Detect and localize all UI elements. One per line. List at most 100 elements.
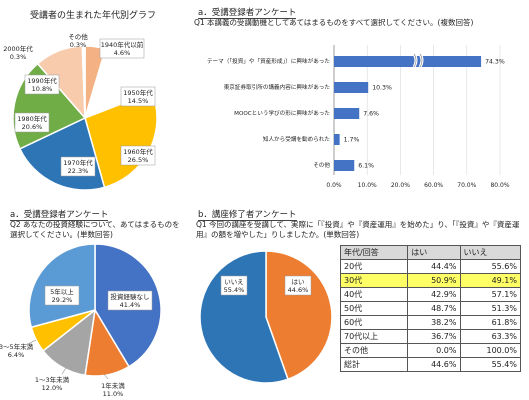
table-cell: 63.3%: [459, 329, 521, 344]
svg-text:44.6%: 44.6%: [288, 286, 309, 294]
pie-slice: [28, 243, 96, 329]
table-header-row: 年代/回答 はい いいえ: [339, 245, 521, 260]
svg-text:20.6%: 20.6%: [22, 123, 43, 131]
table-row: 20代 44.4% 55.6%: [339, 259, 521, 274]
svg-text:6.4%: 6.4%: [8, 351, 25, 359]
table-header-cell: いいえ: [459, 245, 521, 260]
svg-text:41.4%: 41.4%: [120, 301, 141, 309]
bar-tick-label: 80.0%: [490, 182, 509, 189]
table-row: 60代 38.2% 61.8%: [339, 315, 521, 330]
bar: [334, 160, 355, 171]
table-cell: 0.0%: [407, 343, 461, 358]
svg-text:投資経験なし: 投資経験なし: [111, 292, 150, 301]
pie2-title: a．受講登録者アンケート: [10, 210, 109, 221]
table-cell: 55.6%: [459, 259, 521, 274]
table-cell: 30代: [339, 273, 409, 288]
table-row: 30代 50.9% 49.1%: [339, 273, 521, 288]
table-cell: 70代以上: [339, 329, 409, 344]
svg-text:55.4%: 55.4%: [224, 286, 245, 294]
svg-text:いいえ: いいえ: [224, 278, 244, 286]
bar-value-label: 7.6%: [363, 111, 379, 118]
svg-text:10.8%: 10.8%: [32, 85, 53, 93]
table-cell: 48.7%: [407, 301, 461, 316]
svg-text:1970年代: 1970年代: [63, 158, 93, 167]
bar-category-label: 知人から受講を勧められた: [263, 135, 331, 143]
bar: [334, 82, 369, 93]
svg-text:3～5年未満: 3～5年未満: [0, 342, 34, 351]
pie1-title: 受講者の生まれた年代別グラフ: [30, 11, 157, 21]
bar-category-label: テーマ（「投資」や「資産形成」）に興味があった: [207, 57, 330, 65]
svg-text:11.0%: 11.0%: [103, 390, 124, 398]
svg-text:はい: はい: [292, 278, 305, 286]
svg-text:1950年代: 1950年代: [123, 88, 153, 97]
svg-text:14.5%: 14.5%: [128, 97, 149, 105]
pie3-question: Q1 今回の講座を受講して、実際に「『投資』や『資産運用』を始めた」り、「『投資…: [196, 220, 520, 239]
results-table: 年代/回答 はい いいえ 20代 44.4% 55.6% 30代 50.9% 49.1% 4…: [339, 245, 521, 372]
table-cell: 40代: [339, 287, 409, 302]
table-cell: その他: [339, 343, 409, 358]
table-cell: 総計: [339, 357, 409, 372]
table-cell: 61.8%: [459, 315, 521, 330]
table-cell: 49.1%: [459, 273, 521, 288]
table-header-cell: 年代/回答: [339, 245, 409, 260]
table-cell: 50.9%: [407, 273, 461, 288]
table-cell: 44.6%: [407, 357, 461, 372]
svg-text:1960年代: 1960年代: [123, 147, 153, 156]
table-row: 50代 48.7% 51.3%: [339, 301, 521, 316]
bar-tick-label: 60.0%: [424, 182, 443, 189]
svg-text:1～3年未満: 1～3年未満: [35, 375, 70, 384]
svg-text:22.3%: 22.3%: [68, 167, 89, 175]
bar: [334, 134, 340, 145]
bar-value-label: 1.7%: [344, 137, 360, 144]
table-cell: 55.4%: [459, 357, 521, 372]
svg-text:1980年代: 1980年代: [17, 114, 47, 123]
table-cell: 38.2%: [407, 315, 461, 330]
table-cell: 51.3%: [459, 301, 521, 316]
table-cell: 100.0%: [459, 343, 521, 358]
bar-axis-break-line: [413, 53, 423, 68]
svg-text:1990年代: 1990年代: [27, 76, 57, 85]
bar-value-label: 74.3%: [485, 59, 505, 66]
svg-text:1年未満: 1年未満: [101, 381, 125, 390]
svg-text:5年以上: 5年以上: [50, 287, 74, 296]
pie-slice: [265, 250, 333, 381]
svg-text:26.5%: 26.5%: [128, 156, 149, 164]
svg-text:0.3%: 0.3%: [10, 53, 27, 61]
svg-text:12.0%: 12.0%: [42, 384, 63, 392]
table-row: 40代 42.9% 57.1%: [339, 287, 521, 302]
table-cell: 42.9%: [407, 287, 461, 302]
table-cell: 50代: [339, 301, 409, 316]
table-cell: 20代: [339, 259, 409, 274]
bar-category-label: 東京証券取引所の講義内容に興味があった: [224, 83, 331, 91]
bar-tick-label: 70.0%: [457, 182, 476, 189]
svg-text:その他: その他: [68, 32, 88, 41]
table-cell: 57.1%: [459, 287, 521, 302]
bar-value-label: 6.1%: [358, 163, 374, 170]
table-row: その他 0.0% 100.0%: [339, 343, 521, 358]
table-cell: 36.7%: [407, 329, 461, 344]
svg-text:2000年代: 2000年代: [3, 44, 33, 53]
table-header-cell: はい: [407, 245, 461, 260]
bar-category-label: MOOCという学びの形に興味があった: [234, 109, 330, 117]
table-row: 総計 44.6% 55.4%: [339, 357, 521, 372]
bar-question: Q1 本講義の受講動機としてあてはまるものをすべて選択してください。(複数回答): [194, 18, 474, 27]
bar-value-label: 10.3%: [372, 85, 392, 92]
pie3-title: b．講座修了者アンケート: [198, 210, 297, 221]
bar-title: a．受講登録者アンケート: [198, 8, 297, 19]
bar-chart: テーマ（「投資」や「資産形成」）に興味があった東京証券取引所の講義内容に興味があ…: [207, 45, 510, 189]
